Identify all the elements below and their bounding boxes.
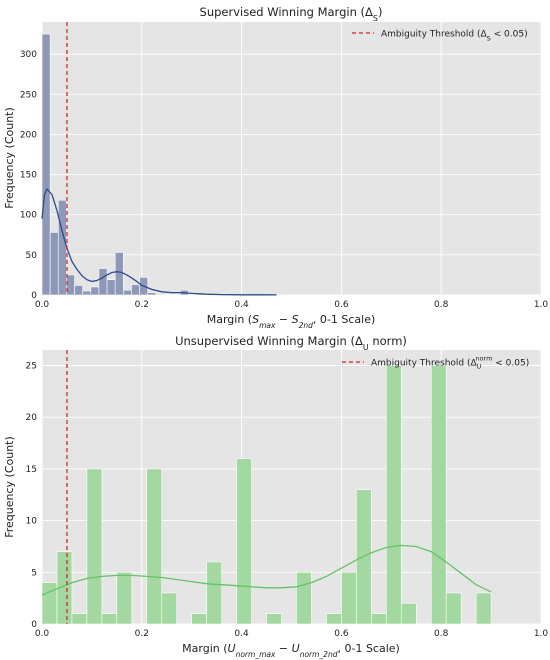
histogram-bars bbox=[41, 33, 287, 296]
chart-title: Supervised Winning Margin (ΔS) bbox=[200, 5, 383, 23]
histogram-bar bbox=[341, 572, 357, 625]
x-tick-label: 0.4 bbox=[234, 300, 249, 310]
y-tick-label: 0 bbox=[31, 291, 37, 301]
histogram-bar bbox=[86, 468, 103, 625]
kde-line bbox=[41, 187, 277, 296]
histogram-bar bbox=[41, 582, 58, 625]
y-tick-label: 15 bbox=[26, 465, 37, 475]
legend-threshold-label: Ambiguity Threshold (ΔS < 0.05) bbox=[381, 30, 528, 43]
x-tick-label: 0.4 bbox=[234, 629, 249, 639]
histogram-bar bbox=[266, 613, 282, 625]
y-tick-label: 100 bbox=[20, 211, 37, 221]
histogram-bar bbox=[116, 572, 133, 625]
x-tick-label: 0.2 bbox=[135, 300, 149, 310]
unsupervised-margin-chart: Unsupervised Winning Margin (ΔU norm) 0.… bbox=[3, 334, 548, 659]
x-tick-label: 0.6 bbox=[334, 629, 349, 639]
legend-threshold-label: Ambiguity Threshold (ΔUnorm < 0.05) bbox=[371, 355, 529, 371]
histogram-bar bbox=[106, 279, 116, 296]
histogram-bar bbox=[49, 232, 59, 296]
kde-line bbox=[41, 544, 492, 596]
histogram-bar bbox=[123, 289, 132, 296]
histogram-bar bbox=[41, 33, 51, 296]
histogram-bar bbox=[161, 592, 178, 625]
y-axis-label: Frequency (Count) bbox=[3, 436, 16, 538]
histogram-bar bbox=[90, 286, 100, 296]
histogram-bar bbox=[386, 365, 402, 625]
histogram-bar bbox=[57, 199, 67, 296]
legend: Ambiguity Threshold (ΔS < 0.05) bbox=[352, 30, 528, 43]
x-tick-labels: 0.0 0.2 0.4 0.6 0.8 1.0 bbox=[35, 629, 549, 639]
y-tick-labels: 0 50 100 150 200 250 300 bbox=[20, 50, 37, 301]
histogram-bar bbox=[56, 551, 73, 625]
x-axis-label: Margin (Unorm_max − Unorm_2nd, 0-1 Scale… bbox=[182, 642, 400, 659]
x-tick-label: 1.0 bbox=[534, 300, 549, 310]
histogram-bar bbox=[147, 292, 157, 296]
histogram-bar bbox=[74, 285, 83, 296]
histogram-bar bbox=[475, 592, 492, 625]
histogram-bar bbox=[98, 268, 108, 296]
x-tick-label: 0.6 bbox=[334, 300, 349, 310]
histogram-bar bbox=[236, 458, 252, 625]
histogram-bar bbox=[71, 613, 88, 625]
y-tick-label: 25 bbox=[26, 362, 37, 372]
plot-area bbox=[42, 22, 541, 295]
histogram-bar bbox=[82, 290, 92, 296]
histogram-bar bbox=[101, 613, 118, 625]
y-tick-label: 50 bbox=[26, 251, 38, 261]
histogram-bar bbox=[66, 274, 75, 296]
y-tick-label: 200 bbox=[20, 130, 37, 140]
histogram-bar bbox=[445, 592, 462, 625]
histogram-bar bbox=[400, 603, 417, 625]
x-tick-labels: 0.0 0.2 0.4 0.6 0.8 1.0 bbox=[35, 300, 549, 310]
histogram-bar bbox=[114, 252, 124, 296]
gridlines bbox=[41, 22, 542, 296]
y-tick-label: 5 bbox=[31, 568, 37, 578]
y-tick-label: 10 bbox=[26, 517, 38, 527]
histogram-bar bbox=[430, 365, 447, 625]
histogram-bar bbox=[131, 284, 140, 296]
supervised-margin-chart: Supervised Winning Margin (ΔS) 0.0 0.2 0.4… bbox=[3, 5, 548, 330]
y-tick-label: 0 bbox=[31, 620, 37, 630]
x-axis-label: Margin (Smax − S2nd, 0-1 Scale) bbox=[207, 313, 376, 330]
histogram-bar bbox=[371, 613, 387, 625]
histogram-bar bbox=[206, 561, 222, 625]
x-tick-label: 0.0 bbox=[35, 629, 50, 639]
y-tick-labels: 0 5 10 15 20 25 bbox=[26, 362, 38, 630]
chart-title: Unsupervised Winning Margin (ΔU norm) bbox=[175, 334, 407, 352]
y-axis-label: Frequency (Count) bbox=[3, 107, 16, 209]
x-tick-label: 1.0 bbox=[534, 629, 549, 639]
histogram-bar bbox=[146, 468, 163, 625]
x-tick-label: 0.8 bbox=[434, 300, 449, 310]
y-tick-label: 20 bbox=[26, 413, 38, 423]
legend: Ambiguity Threshold (ΔUnorm < 0.05) bbox=[342, 355, 529, 371]
histogram-bar bbox=[155, 293, 165, 296]
y-tick-label: 250 bbox=[20, 90, 37, 100]
y-tick-label: 150 bbox=[20, 171, 37, 181]
histogram-bar bbox=[278, 293, 287, 296]
histogram-bars bbox=[41, 365, 492, 625]
x-tick-label: 0.2 bbox=[135, 629, 149, 639]
histogram-bar bbox=[326, 613, 342, 625]
y-tick-label: 300 bbox=[20, 50, 37, 60]
histogram-bar bbox=[191, 613, 207, 625]
histogram-bar bbox=[296, 572, 312, 625]
x-tick-label: 0.8 bbox=[434, 629, 449, 639]
x-tick-label: 0.0 bbox=[35, 300, 50, 310]
